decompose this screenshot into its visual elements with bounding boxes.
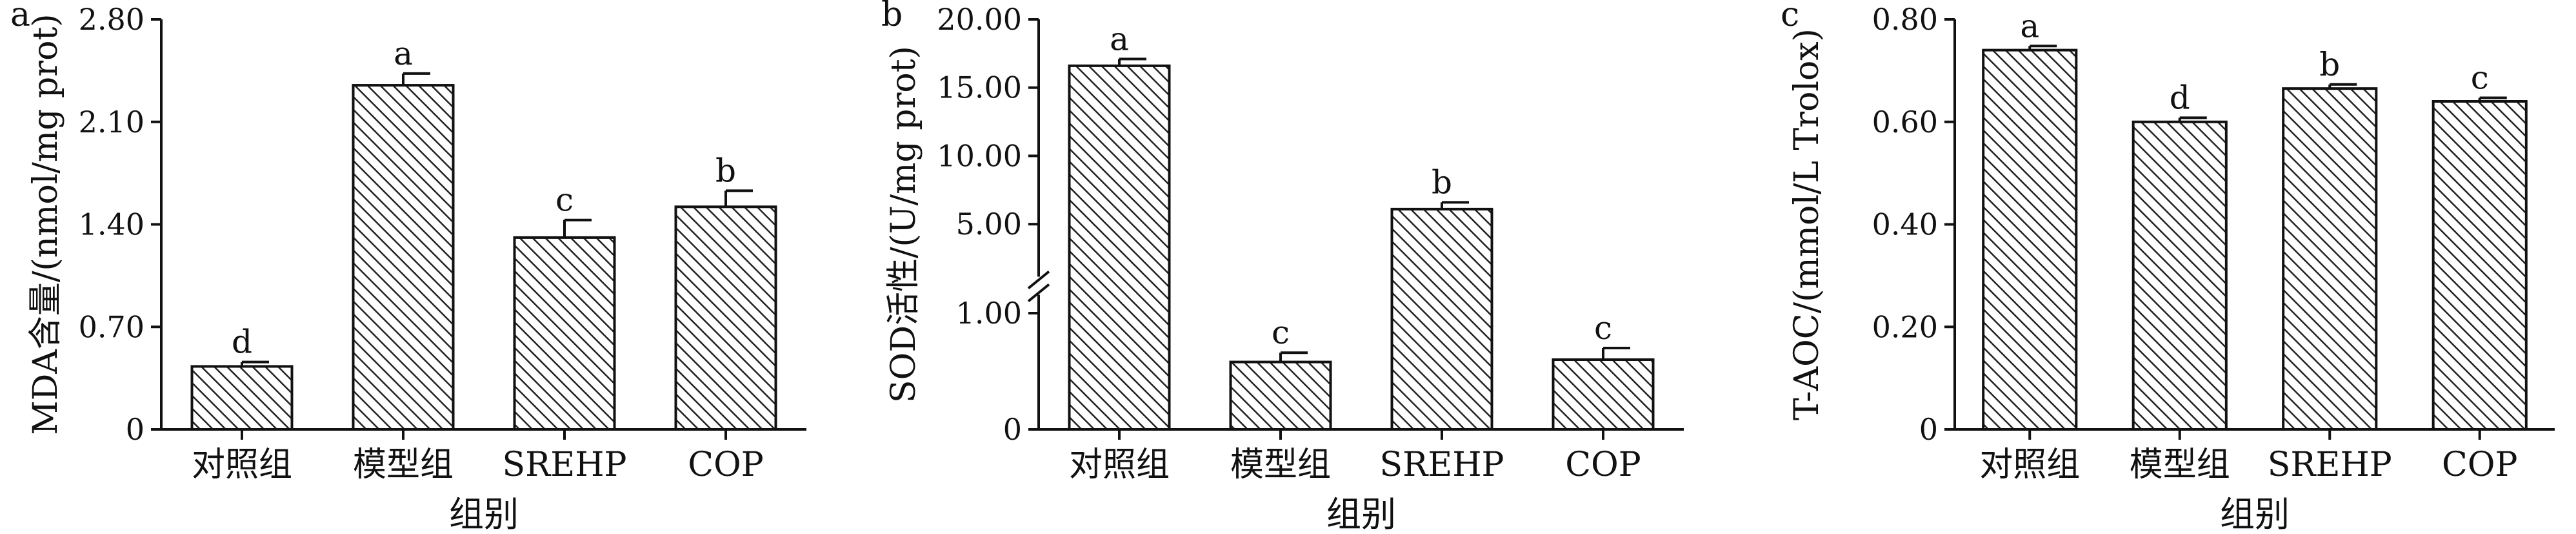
y-tick-label: 1.40 [79, 207, 145, 242]
x-tick-label: 模型组 [1230, 446, 1331, 484]
x-tick-label: COP [1565, 446, 1641, 484]
significance-letter: b [715, 152, 736, 189]
x-tick-label: SREHP [2268, 446, 2392, 484]
x-tick-label: 对照组 [192, 446, 292, 484]
y-tick-label: 2.10 [79, 105, 145, 139]
y-tick-label: 0.80 [1872, 2, 1938, 37]
y-tick-label: 0.60 [1872, 105, 1938, 139]
chart-panel-c: 0 0.20 0.40 0.60 0.80 a 对照组 d 模型组 b SREHP c COP 组别 T-A… [1781, 0, 2555, 534]
y-tick-label: 0 [1919, 412, 1938, 447]
x-tick-label: 模型组 [2130, 446, 2230, 484]
x-axis-label: 组别 [2220, 494, 2290, 531]
x-axis-label: 组别 [1326, 494, 1396, 531]
x-tick-label: SREHP [502, 446, 626, 484]
x-tick-label: 模型组 [353, 446, 454, 484]
y-tick-label: 10.00 [937, 138, 1022, 173]
x-tick-label: SREHP [1379, 446, 1504, 484]
chart-panel-b: 0 1.00 5.00 10.00 15.00 20.00 a 对照组 c 模型组 b SREHP c C… [881, 0, 1684, 534]
bar [513, 236, 616, 431]
y-tick-label: 1.00 [956, 296, 1022, 331]
y-axis-label: SOD活性/(U/mg prot) [884, 46, 923, 403]
panel-label: a [10, 0, 30, 34]
y-tick-label: 5.00 [956, 207, 1022, 241]
x-tick-label: COP [688, 446, 763, 484]
bar [674, 205, 777, 431]
y-tick-label: 15.00 [937, 70, 1022, 105]
bar [2132, 120, 2228, 431]
significance-letter: a [1110, 20, 1129, 57]
y-tick-label: 0.20 [1872, 309, 1938, 344]
bar [1390, 207, 1493, 431]
y-tick-label: 20.00 [937, 2, 1022, 37]
bar [190, 365, 294, 431]
bar [1552, 358, 1655, 431]
bar [1982, 48, 2078, 431]
y-tick-label: 0 [1003, 412, 1022, 447]
bar [1229, 360, 1332, 431]
significance-letter: c [1594, 309, 1612, 347]
axis-break-mark [1027, 270, 1050, 290]
x-tick-label: COP [2442, 446, 2517, 484]
y-tick-label: 0.40 [1872, 207, 1938, 242]
significance-letter: c [2471, 59, 2489, 96]
significance-letter: a [2020, 7, 2039, 45]
y-axis-label: MDA含量/(nmol/mg prot) [26, 14, 65, 435]
x-axis-label: 组别 [449, 494, 519, 531]
y-tick-label: 0.70 [79, 309, 145, 344]
significance-letter: d [2170, 79, 2190, 116]
significance-letter: b [2319, 46, 2340, 83]
x-tick-label: 对照组 [1979, 446, 2080, 484]
y-tick-label: 2.80 [79, 2, 145, 37]
y-tick-label: 0 [126, 412, 145, 447]
bar [2431, 100, 2528, 431]
bar [2282, 87, 2378, 431]
bar [352, 84, 455, 431]
significance-letter: d [232, 323, 252, 361]
chart-panel-a: 0 0.70 1.40 2.10 2.80 d 对照组 a 模型组 c SREHP b COP 组别 MDA… [10, 0, 806, 534]
significance-letter: c [1272, 314, 1290, 351]
x-tick-label: 对照组 [1069, 446, 1170, 484]
panel-label: c [1781, 0, 1799, 34]
significance-letter: a [394, 35, 413, 72]
axis-break-mark [1027, 283, 1050, 303]
panel-label: b [881, 0, 903, 34]
significance-letter: c [555, 181, 574, 219]
y-axis-label: T-AOC/(mmol/L Trolox) [1788, 28, 1826, 420]
bar [1068, 64, 1171, 431]
significance-letter: b [1432, 163, 1452, 201]
